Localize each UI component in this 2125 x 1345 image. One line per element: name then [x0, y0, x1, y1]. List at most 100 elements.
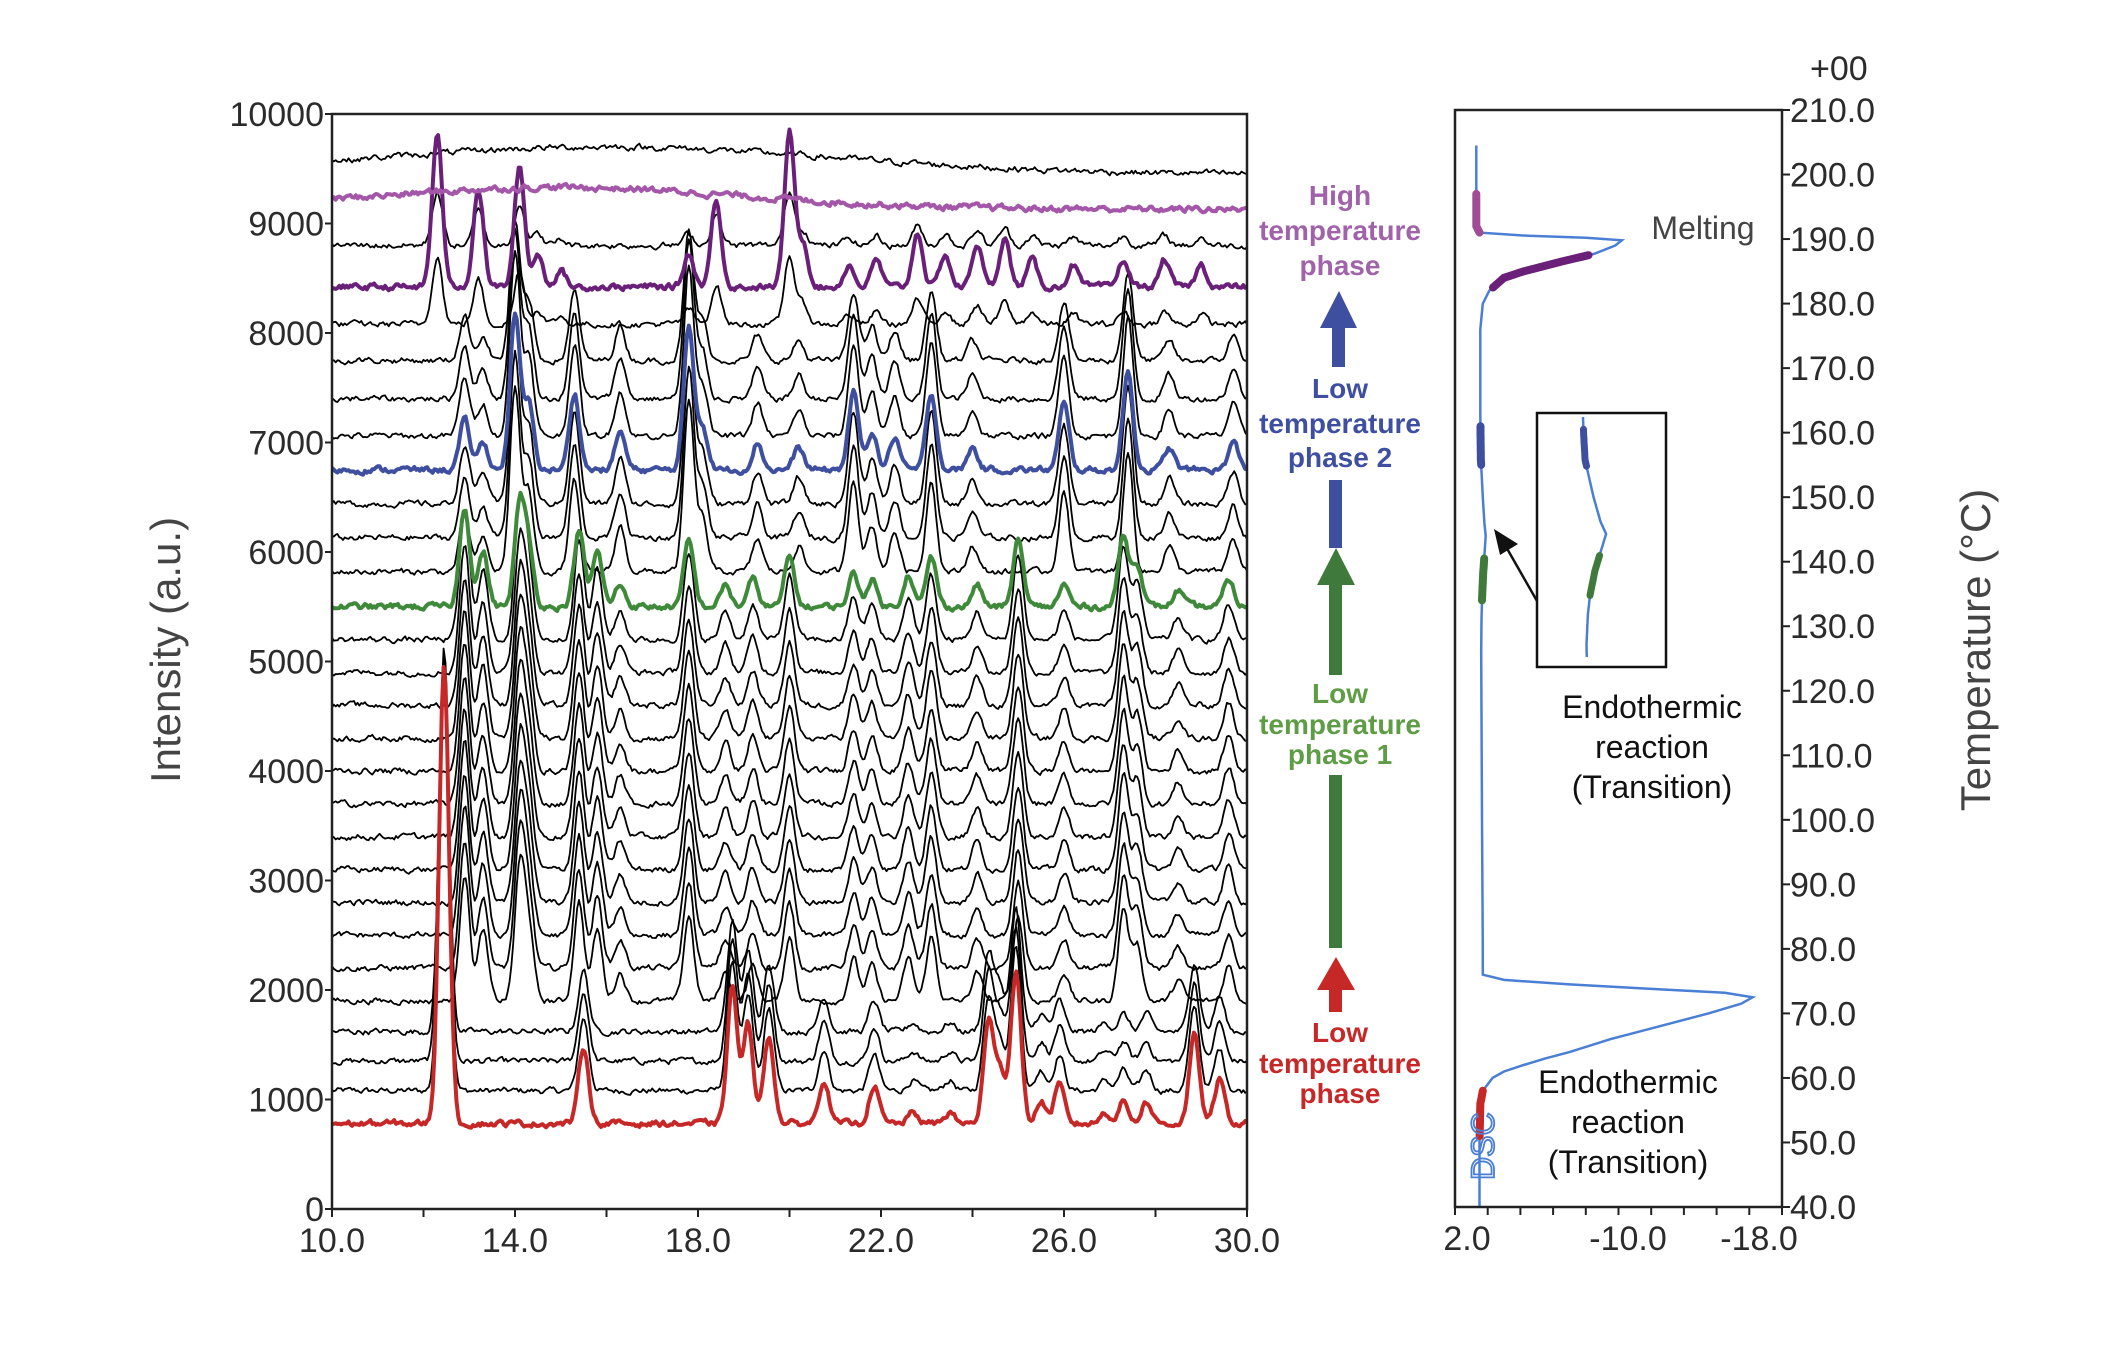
xrd-trace — [333, 255, 1247, 329]
xrd-trace — [333, 558, 1247, 711]
svg-text:phase: phase — [1300, 1078, 1381, 1109]
label-high-temperature-phase: High temperature phase — [1259, 180, 1421, 281]
xrd-panel: 0 1000 2000 3000 4000 5000 6000 7000 8000 9000 100… — [142, 96, 1280, 1260]
xrd-trace — [333, 759, 1247, 907]
temp-tick-label: 160.0 — [1790, 415, 1875, 453]
xrd-trace-phase1 — [333, 490, 1247, 613]
xrd-axes: 0 1000 2000 3000 4000 5000 6000 7000 8000 9000 100… — [229, 96, 1280, 1260]
temp-tick-label: 190.0 — [1790, 221, 1875, 259]
svg-text:Endothermic: Endothermic — [1538, 1064, 1718, 1100]
xrd-trace-melt — [333, 182, 1247, 215]
svg-text:High: High — [1309, 180, 1371, 211]
xrd-trace — [333, 316, 1247, 509]
xrd-trace — [333, 658, 1247, 809]
xrd-trace — [333, 527, 1247, 678]
xrd-trace — [333, 142, 1247, 177]
arrow-blue-shaft — [1332, 326, 1345, 367]
x-tick-label: 10.0 — [299, 1222, 365, 1260]
temp-tick-label: 100.0 — [1790, 802, 1875, 840]
svg-text:(Transition): (Transition) — [1548, 1144, 1709, 1180]
xrd-trace — [333, 647, 1247, 1067]
xrd-trace — [333, 493, 1247, 645]
y-tick-label: 3000 — [248, 863, 324, 901]
dsc-highlight-segment — [1475, 1086, 1487, 1140]
xrd-trace — [333, 658, 1247, 1096]
xrd-y-axis-title: Intensity (a.u.) — [142, 517, 189, 783]
arrow-up-green-icon — [1317, 548, 1355, 585]
y-tick-label: 4000 — [248, 753, 324, 791]
xrd-trace — [333, 853, 1247, 1006]
xrd-trace — [333, 191, 1247, 251]
label-low-temperature-phase-2: Low temperature phase 2 — [1259, 373, 1421, 473]
melting-label: Melting — [1651, 210, 1754, 246]
svg-text:temperature: temperature — [1259, 1048, 1421, 1079]
inset-highlight-segment — [1586, 552, 1604, 599]
x-tick-label: 30.0 — [1214, 1222, 1280, 1260]
dsc-axis-exponent-label: +00 — [1810, 50, 1868, 88]
xrd-trace — [333, 625, 1247, 776]
dsc-axes: 40.0 50.0 60.0 70.0 80.0 90.0 100.0 110.0 120.0 1… — [1443, 92, 1875, 1258]
temp-tick-label: 140.0 — [1790, 544, 1875, 582]
dsc-highlight-segment — [1478, 554, 1489, 605]
svg-text:Low: Low — [1312, 373, 1368, 404]
temp-tick-label: 170.0 — [1790, 350, 1875, 388]
dsc-highlight-segment — [1476, 422, 1486, 469]
phase-annotations: High temperature phase Low temperature p… — [1259, 180, 1421, 1109]
arrow-up-red-icon — [1317, 957, 1355, 990]
xrd-trace — [333, 819, 1247, 973]
svg-text:(Transition): (Transition) — [1572, 769, 1733, 805]
y-tick-label: 5000 — [248, 644, 324, 682]
arrow-up-blue-icon — [1320, 291, 1357, 328]
svg-text:reaction: reaction — [1595, 729, 1709, 765]
temp-tick-label: 180.0 — [1790, 286, 1875, 324]
y-tick-label: 2000 — [248, 972, 324, 1010]
temp-tick-label: 70.0 — [1790, 995, 1856, 1033]
heatflow-tick-label: -10.0 — [1589, 1220, 1667, 1258]
temp-tick-label: 60.0 — [1790, 1060, 1856, 1098]
heatflow-tick-label: -18.0 — [1720, 1220, 1798, 1258]
xrd-trace — [333, 250, 1247, 441]
xrd-trace-high — [333, 127, 1247, 293]
y-tick-label: 0 — [305, 1191, 324, 1229]
temp-tick-label: 50.0 — [1790, 1124, 1856, 1162]
xrd-trace — [333, 723, 1247, 875]
y-tick-label: 10000 — [229, 96, 324, 134]
xrd-trace — [333, 593, 1247, 744]
dsc-curve-label: DSC — [1465, 1112, 1501, 1180]
svg-text:temperature: temperature — [1259, 709, 1421, 740]
svg-text:reaction: reaction — [1571, 1104, 1685, 1140]
y-tick-label: 1000 — [248, 1082, 324, 1120]
svg-text:phase: phase — [1300, 250, 1381, 281]
temp-tick-label: 80.0 — [1790, 931, 1856, 969]
x-tick-label: 26.0 — [1031, 1222, 1097, 1260]
temp-tick-label: 130.0 — [1790, 608, 1875, 646]
endothermic-label-upper: Endothermic reaction (Transition) — [1562, 689, 1742, 805]
label-low-temperature-phase-1: Low temperature phase 1 — [1259, 678, 1421, 770]
svg-text:Endothermic: Endothermic — [1562, 689, 1742, 725]
svg-text:Low: Low — [1312, 1017, 1368, 1048]
dsc-line — [1475, 145, 1757, 1207]
y-tick-label: 9000 — [248, 206, 324, 244]
arrow-red-shaft — [1329, 988, 1342, 1012]
phase1-range-bar — [1329, 775, 1342, 948]
y-tick-label: 6000 — [248, 534, 324, 572]
xrd-trace — [333, 349, 1247, 544]
y-tick-label: 7000 — [248, 425, 324, 463]
xrd-trace — [333, 219, 1247, 366]
xrd-trace-phase2 — [333, 311, 1247, 477]
inset-frame — [1535, 411, 1668, 669]
x-tick-label: 22.0 — [848, 1222, 914, 1260]
inset-pointer-line — [1503, 544, 1539, 602]
xrd-trace — [333, 692, 1247, 842]
svg-text:phase 1: phase 1 — [1288, 739, 1392, 770]
x-tick-label: 14.0 — [482, 1222, 548, 1260]
heatflow-tick-label: 2.0 — [1443, 1220, 1490, 1258]
temp-tick-label: 150.0 — [1790, 479, 1875, 517]
xrd-trace — [333, 227, 1247, 404]
dsc-y-axis-title: Temperature (°C) — [1952, 489, 1999, 812]
temp-tick-label: 110.0 — [1790, 737, 1873, 775]
inset-curve — [1580, 416, 1608, 658]
xrd-trace-low — [333, 664, 1247, 1130]
xrd-trace — [333, 385, 1247, 577]
